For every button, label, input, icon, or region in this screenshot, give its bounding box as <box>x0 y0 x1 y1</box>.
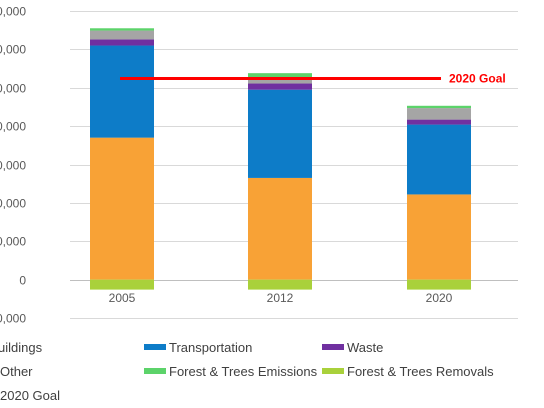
bar-segment-transportation-2012 <box>248 89 312 178</box>
y-tick-label: 0,000 <box>0 120 26 134</box>
goal-label: 2020 Goal <box>449 72 506 86</box>
bar-segment-forest-trees-removals-2005 <box>90 279 154 290</box>
bar-segment-other-2012 <box>248 77 312 84</box>
bar-segment-other-2005 <box>90 30 154 40</box>
bar-segment-transportation-2020 <box>407 124 471 195</box>
bar-segment-waste-2020 <box>407 119 471 125</box>
legend-label-forest-emissions: Forest & Trees Emissions <box>169 363 318 379</box>
legend-item-buildings: uildings <box>0 338 42 356</box>
y-tick-label: 0,000 <box>0 312 26 326</box>
y-tick-label: 0,000 <box>0 82 26 96</box>
legend-label-buildings: uildings <box>0 339 43 355</box>
x-tick-label-2005: 2005 <box>109 291 136 305</box>
bar-segment-forest-trees-removals-2012 <box>248 279 312 290</box>
bar-segment-buildings-2005 <box>90 137 154 280</box>
y-axis-labels: 0,000 0,000 0,000 0,000 0,000 0,000 0,000 0 0,00… <box>0 5 26 326</box>
bar-segment-forest-trees-emissions-2020 <box>407 105 471 109</box>
legend-item-other: Other <box>0 362 33 380</box>
legend: uildings Transportation Waste Other Fore… <box>0 336 544 408</box>
x-axis-labels: 2005 2012 2020 <box>109 291 453 305</box>
bars <box>90 28 471 290</box>
bar-segment-transportation-2005 <box>90 45 154 138</box>
stacked-bar-chart: 0,000 0,000 0,000 0,000 0,000 0,000 0,000 0 0,00… <box>0 5 518 326</box>
y-tick-label: 0,000 <box>0 5 26 19</box>
y-tick-label: 0 <box>19 274 26 288</box>
y-tick-label: 0,000 <box>0 197 26 211</box>
legend-item-forest-emissions: Forest & Trees Emissions <box>144 362 317 380</box>
legend-item-2020-goal: 2020 Goal <box>0 386 60 404</box>
legend-label-transportation: Transportation <box>169 339 253 355</box>
y-tick-label: 0,000 <box>0 235 26 249</box>
bar-segment-forest-trees-emissions-2005 <box>90 28 154 31</box>
x-tick-label-2012: 2012 <box>267 291 294 305</box>
bar-segment-forest-trees-removals-2020 <box>407 279 471 290</box>
bar-segment-waste-2005 <box>90 39 154 46</box>
bar-segment-waste-2012 <box>248 83 312 90</box>
legend-item-forest-removals: Forest & Trees Removals <box>322 362 494 380</box>
bar-segment-buildings-2012 <box>248 177 312 280</box>
legend-item-transportation: Transportation <box>144 338 252 356</box>
y-tick-label: 0,000 <box>0 43 26 57</box>
legend-label-other: Other <box>0 363 33 379</box>
legend-swatch-transportation <box>144 344 166 350</box>
y-tick-label: 0,000 <box>0 159 26 173</box>
legend-item-waste: Waste <box>322 338 383 356</box>
bar-segment-forest-trees-emissions-2012 <box>248 73 312 78</box>
bar-segment-other-2020 <box>407 108 471 120</box>
goal-line-group: 2020 Goal <box>120 72 506 86</box>
x-tick-label-2020: 2020 <box>426 291 453 305</box>
legend-label-forest-removals: Forest & Trees Removals <box>347 363 494 379</box>
bar-segment-buildings-2020 <box>407 194 471 280</box>
legend-label-waste: Waste <box>347 339 384 355</box>
legend-label-2020-goal: 2020 Goal <box>0 387 60 403</box>
legend-swatch-waste <box>322 344 344 350</box>
legend-swatch-forest-emissions <box>144 368 166 374</box>
legend-swatch-forest-removals <box>322 368 344 374</box>
